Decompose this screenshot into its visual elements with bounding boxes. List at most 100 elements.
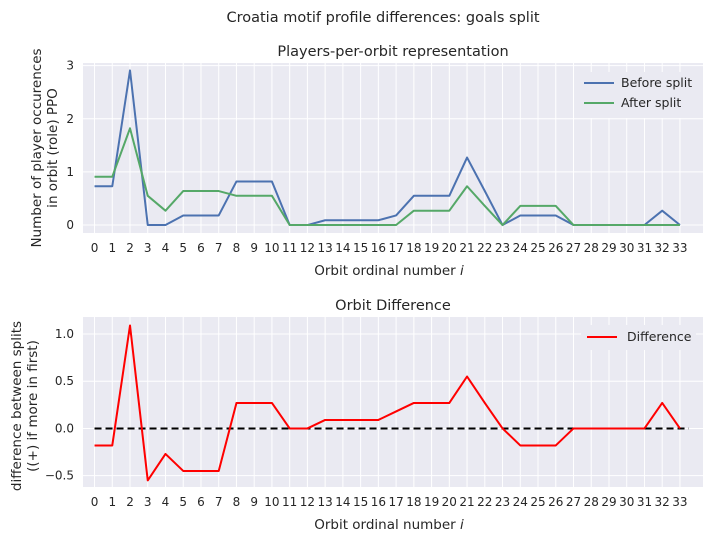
panel-ppo-y-label-line2: in orbit (role) PPO <box>45 88 61 208</box>
x-tick-label: 3 <box>144 241 152 255</box>
panel-ppo-title: Players-per-orbit representation <box>277 44 508 60</box>
difference-series <box>94 324 681 482</box>
after-series <box>94 127 680 227</box>
x-tick-label: 11 <box>282 495 297 509</box>
x-tick-label: 30 <box>619 241 634 255</box>
panel-difference-y-label-line1: difference between splits <box>9 321 25 491</box>
x-tick-label: 11 <box>282 241 297 255</box>
x-tick-label: 3 <box>144 495 152 509</box>
x-tick-label: 19 <box>424 241 439 255</box>
x-label-variable: i <box>460 263 464 279</box>
x-tick-label: 28 <box>584 241 599 255</box>
x-tick-label: 2 <box>126 495 134 509</box>
x-tick-label: 10 <box>264 241 279 255</box>
x-tick-label: 9 <box>250 495 258 509</box>
x-tick-label: 16 <box>371 241 386 255</box>
x-tick-label: 20 <box>442 241 457 255</box>
x-tick-label: 4 <box>162 241 170 255</box>
x-tick-label: 6 <box>197 495 205 509</box>
y-tick-label: 1 <box>66 165 74 179</box>
x-tick-label: 32 <box>655 241 670 255</box>
x-tick-label: 15 <box>353 495 368 509</box>
x-tick-label: 1 <box>108 241 116 255</box>
panel-ppo-x-label: Orbit ordinal number i <box>314 263 464 279</box>
y-tick-label: 0.5 <box>55 374 74 388</box>
panel-difference-x-ticks: 0 1 2 3 4 5 6 7 8 9 10 11 12 13 14 15 16 17 18 19 20 21 22 23 24… <box>91 495 688 509</box>
x-tick-label: 0 <box>91 241 99 255</box>
x-tick-label: 1 <box>108 495 116 509</box>
panel-difference-legend: Difference <box>581 325 696 350</box>
x-tick-label: 22 <box>477 241 492 255</box>
x-tick-label: 24 <box>513 241 528 255</box>
x-tick-label: 33 <box>672 495 687 509</box>
x-tick-label: 30 <box>619 495 634 509</box>
panel-difference: Orbit Difference 0 1 2 3 4 5 6 7 8 9 10 11 12 13 14 15 1… <box>9 298 703 533</box>
x-tick-label: 7 <box>215 495 223 509</box>
x-tick-label: 10 <box>264 495 279 509</box>
x-tick-label: 6 <box>197 241 205 255</box>
x-tick-label: 15 <box>353 241 368 255</box>
legend-label-after: After split <box>621 95 681 110</box>
x-tick-label: 12 <box>300 495 315 509</box>
x-label-variable: i <box>460 517 464 533</box>
x-tick-label: 18 <box>406 241 421 255</box>
x-tick-label: 22 <box>477 495 492 509</box>
x-tick-label: 18 <box>406 495 421 509</box>
x-tick-label: 17 <box>388 495 403 509</box>
x-tick-label: 31 <box>637 241 652 255</box>
x-tick-label: 12 <box>300 241 315 255</box>
y-tick-label: 2 <box>66 112 74 126</box>
y-tick-label: 3 <box>66 59 74 73</box>
x-tick-label: 0 <box>91 495 99 509</box>
x-tick-label: 21 <box>459 495 474 509</box>
panel-difference-y-ticks: −0.5 0.0 0.5 1.0 <box>45 327 74 483</box>
panel-difference-series <box>94 324 681 482</box>
x-tick-label: 14 <box>335 241 350 255</box>
panel-difference-legend-box <box>581 325 696 350</box>
x-tick-label: 26 <box>548 495 563 509</box>
panel-ppo-x-label-main: Orbit ordinal number <box>314 263 460 279</box>
x-tick-label: 27 <box>566 495 581 509</box>
panel-difference-y-label-line2: ((+) if more in first) <box>25 340 41 472</box>
y-tick-label: 0 <box>66 218 74 232</box>
x-tick-label: 2 <box>126 241 134 255</box>
x-tick-label: 16 <box>371 495 386 509</box>
x-tick-label: 29 <box>601 241 616 255</box>
y-tick-label: −0.5 <box>45 469 74 483</box>
panel-ppo-y-label-line1: Number of player occurences <box>29 48 45 247</box>
panel-difference-x-label: Orbit ordinal number i <box>314 517 464 533</box>
x-tick-label: 4 <box>162 495 170 509</box>
x-tick-label: 23 <box>495 495 510 509</box>
panel-difference-x-label-main: Orbit ordinal number <box>314 517 460 533</box>
x-tick-label: 19 <box>424 495 439 509</box>
panel-ppo-x-ticks: 0 1 2 3 4 5 6 7 8 9 10 11 12 13 14 15 16 17 18 19 20 21 22 23 24… <box>91 241 688 255</box>
x-tick-label: 27 <box>566 241 581 255</box>
x-tick-label: 13 <box>318 241 333 255</box>
x-tick-label: 28 <box>584 495 599 509</box>
x-tick-label: 8 <box>233 495 241 509</box>
x-tick-label: 7 <box>215 241 223 255</box>
panel-ppo-y-ticks: 0 1 2 3 <box>66 59 74 232</box>
x-tick-label: 14 <box>335 495 350 509</box>
x-tick-label: 26 <box>548 241 563 255</box>
x-tick-label: 23 <box>495 241 510 255</box>
x-tick-label: 8 <box>233 241 241 255</box>
panel-difference-title: Orbit Difference <box>335 298 451 314</box>
x-tick-label: 32 <box>655 495 670 509</box>
x-tick-label: 25 <box>530 241 545 255</box>
x-tick-label: 17 <box>388 241 403 255</box>
x-tick-label: 29 <box>601 495 616 509</box>
x-tick-label: 5 <box>179 495 187 509</box>
x-tick-label: 24 <box>513 495 528 509</box>
x-tick-label: 9 <box>250 241 258 255</box>
x-tick-label: 21 <box>459 241 474 255</box>
x-tick-label: 20 <box>442 495 457 509</box>
x-tick-label: 25 <box>530 495 545 509</box>
panel-ppo-legend: Before split After split <box>578 72 696 118</box>
y-tick-label: 1.0 <box>55 327 74 341</box>
y-tick-label: 0.0 <box>55 421 74 435</box>
x-tick-label: 5 <box>179 241 187 255</box>
